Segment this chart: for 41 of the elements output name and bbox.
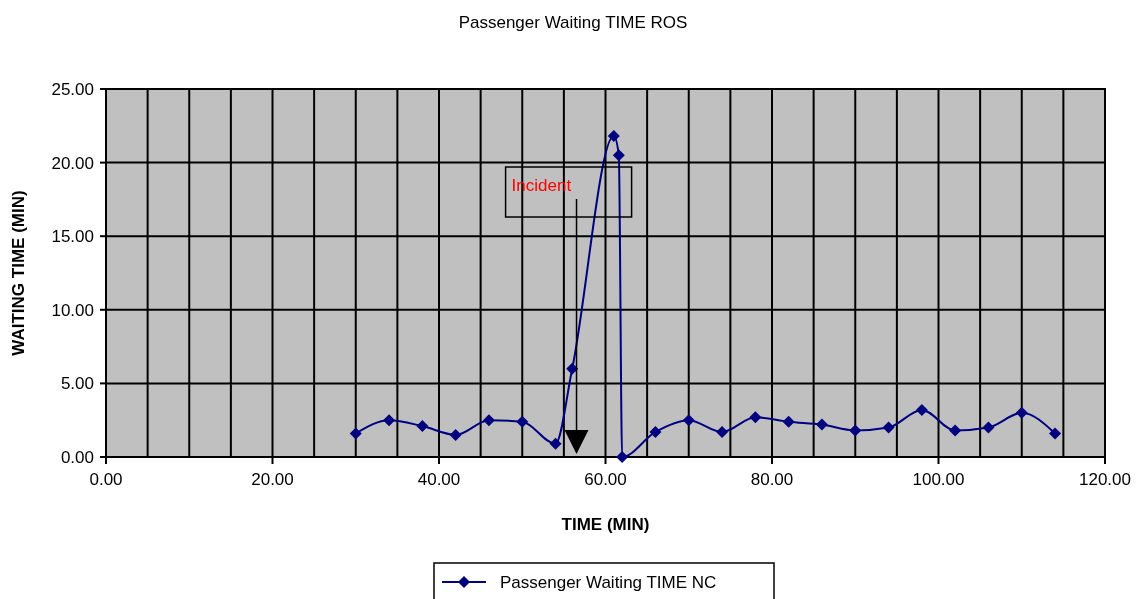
point <box>782 415 795 428</box>
x-tick-label: 0.00 <box>89 470 123 489</box>
point <box>482 414 495 427</box>
x-tick-label: 40.00 <box>417 470 461 489</box>
chart-title: Passenger Waiting TIME ROS <box>458 13 688 32</box>
point <box>982 421 995 434</box>
y-tick-label: 5.00 <box>60 374 94 394</box>
point <box>649 425 662 438</box>
point <box>566 362 579 375</box>
point <box>416 420 429 433</box>
x-tick-label: 20.00 <box>251 470 294 489</box>
point <box>612 149 625 162</box>
point <box>716 425 729 438</box>
legend-label: Passenger Waiting TIME NC <box>500 573 717 592</box>
point <box>383 414 396 427</box>
x-tick-label: 60.00 <box>584 470 627 489</box>
y-tick-label: 25.00 <box>51 80 94 99</box>
point <box>1015 406 1028 419</box>
y-tick-label: 0.00 <box>60 448 94 467</box>
point <box>549 437 562 450</box>
point <box>915 403 928 416</box>
x-tick-label: 120.00 <box>1079 470 1131 489</box>
y-axis-title: WAITING TIME (MIN) <box>9 190 28 356</box>
point <box>682 414 695 427</box>
x-tick-label: 100.00 <box>912 470 965 489</box>
point <box>749 411 762 424</box>
point <box>616 451 629 463</box>
point <box>449 428 462 441</box>
point <box>607 130 620 143</box>
y-tick-label: 20.00 <box>51 153 94 173</box>
point <box>949 424 962 437</box>
y-tick-label: 10.00 <box>51 300 94 320</box>
point <box>849 424 862 437</box>
point <box>516 415 529 428</box>
point <box>349 427 362 440</box>
point <box>1049 427 1062 440</box>
y-tick-label: 15.00 <box>51 227 94 247</box>
point <box>882 421 895 434</box>
x-tick-label: 80.00 <box>750 470 794 489</box>
x-axis-title: TIME (MIN) <box>561 515 650 534</box>
point <box>815 418 828 431</box>
